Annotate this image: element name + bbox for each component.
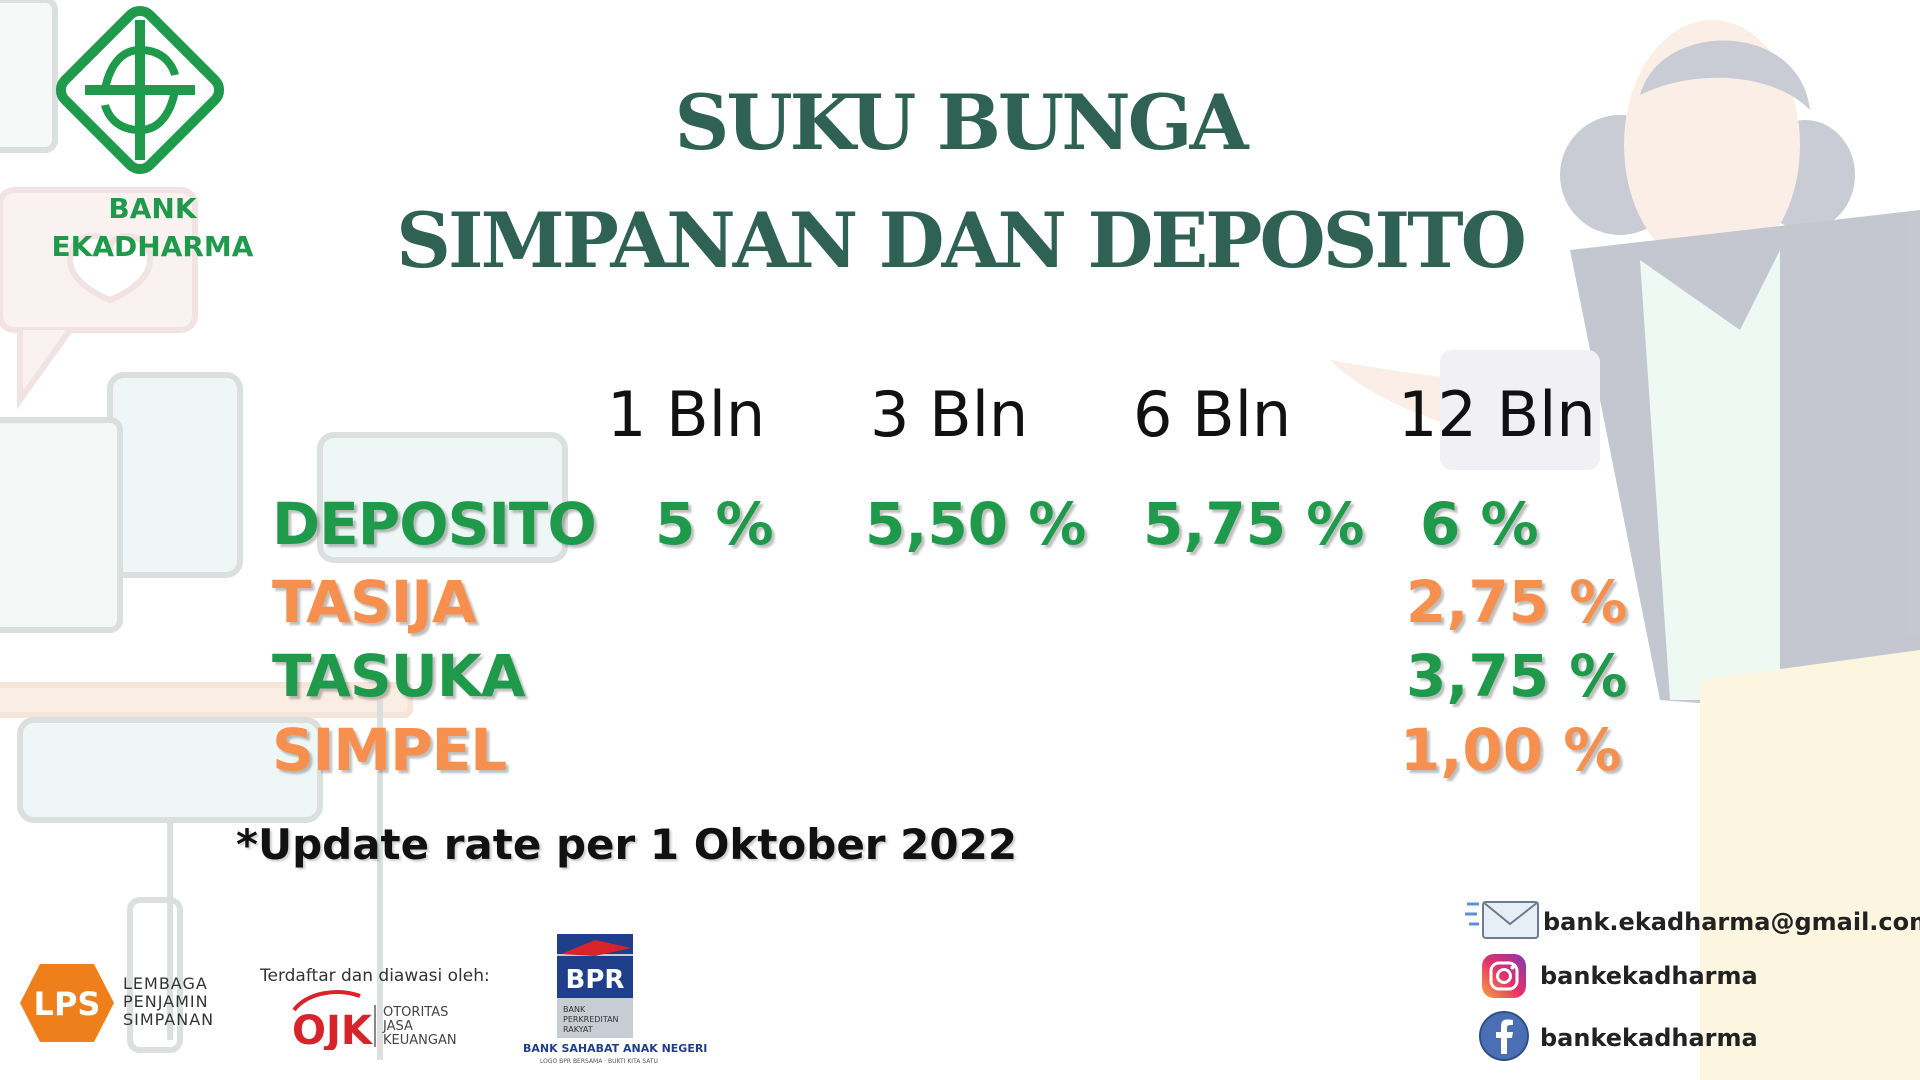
tasija-12-bln: 2,75 % <box>1406 568 1628 636</box>
deposito-3-bln: 5,50 % <box>865 490 1087 558</box>
bpr-logo: BPR BANK PERKREDITAN RAKYAT <box>557 934 633 1038</box>
row-label-tasuka: TASUKA <box>272 642 526 710</box>
facebook-icon <box>1479 1011 1529 1061</box>
ojk-line-2: JASA <box>383 1019 413 1034</box>
row-label-tasija: TASIJA <box>272 568 477 636</box>
bpr-logo-text: BPR <box>566 965 625 995</box>
lps-logo-text: LPS <box>34 985 101 1023</box>
lps-line-1: LEMBAGA <box>123 974 208 993</box>
ojk-line-3: KEUANGAN <box>383 1033 457 1048</box>
deposito-12-bln: 6 % <box>1420 490 1539 558</box>
deposito-1-bln: 5 % <box>655 490 774 558</box>
instagram-handle[interactable]: bankekadharma <box>1540 962 1758 990</box>
page-title-line-2: SIMPANAN DAN DEPOSITO <box>396 196 1527 285</box>
ojk-logo-text: OJK <box>292 1008 374 1050</box>
update-note: *Update rate per 1 Oktober 2022 <box>236 820 1018 869</box>
brand-name: BANK EKADHARMA <box>40 190 265 266</box>
email-address[interactable]: bank.ekadharma@gmail.com <box>1543 908 1920 936</box>
ojk-label: OTORITAS JASA KEUANGAN <box>383 1006 457 1048</box>
ojk-divider <box>374 1005 376 1047</box>
ojk-line-1: OTORITAS <box>383 1005 449 1020</box>
bpr-line-2: PERKREDITAN <box>563 1015 619 1024</box>
ojk-logo: OJK <box>292 990 374 1050</box>
ojk-caption: Terdaftar dan diawasi oleh: <box>260 966 490 986</box>
bank-ekadharma-logo <box>55 5 225 175</box>
header-3-bln: 3 Bln <box>870 378 1029 451</box>
brand-line-1: BANK <box>108 192 197 225</box>
bpr-tagline: BANK SAHABAT ANAK NEGERI <box>523 1042 708 1055</box>
tasuka-12-bln: 3,75 % <box>1406 642 1628 710</box>
simpel-12-bln: 1,00 % <box>1400 716 1622 784</box>
header-12-bln: 12 Bln <box>1398 378 1596 451</box>
instagram-icon <box>1482 954 1526 998</box>
row-label-deposito: DEPOSITO <box>272 490 597 558</box>
lps-line-3: SIMPANAN <box>123 1010 215 1029</box>
bpr-subtagline: LOGO BPR BERSAMA · BUKTI KITA SATU <box>540 1058 658 1065</box>
envelope-icon <box>1465 901 1539 939</box>
facebook-handle[interactable]: bankekadharma <box>1540 1024 1758 1052</box>
lps-logo: LPS <box>20 964 114 1042</box>
row-label-simpel: SIMPEL <box>272 716 507 784</box>
bpr-line-3: RAKYAT <box>563 1025 593 1034</box>
bpr-line-1: BANK <box>563 1005 586 1014</box>
header-6-bln: 6 Bln <box>1133 378 1292 451</box>
deposito-6-bln: 5,75 % <box>1143 490 1365 558</box>
lps-label: LEMBAGA PENJAMIN SIMPANAN <box>123 975 214 1029</box>
page-title-line-1: SUKU BUNGA <box>674 78 1248 167</box>
brand-line-2: EKADHARMA <box>51 230 254 263</box>
header-1-bln: 1 Bln <box>607 378 766 451</box>
lps-line-2: PENJAMIN <box>123 992 209 1011</box>
